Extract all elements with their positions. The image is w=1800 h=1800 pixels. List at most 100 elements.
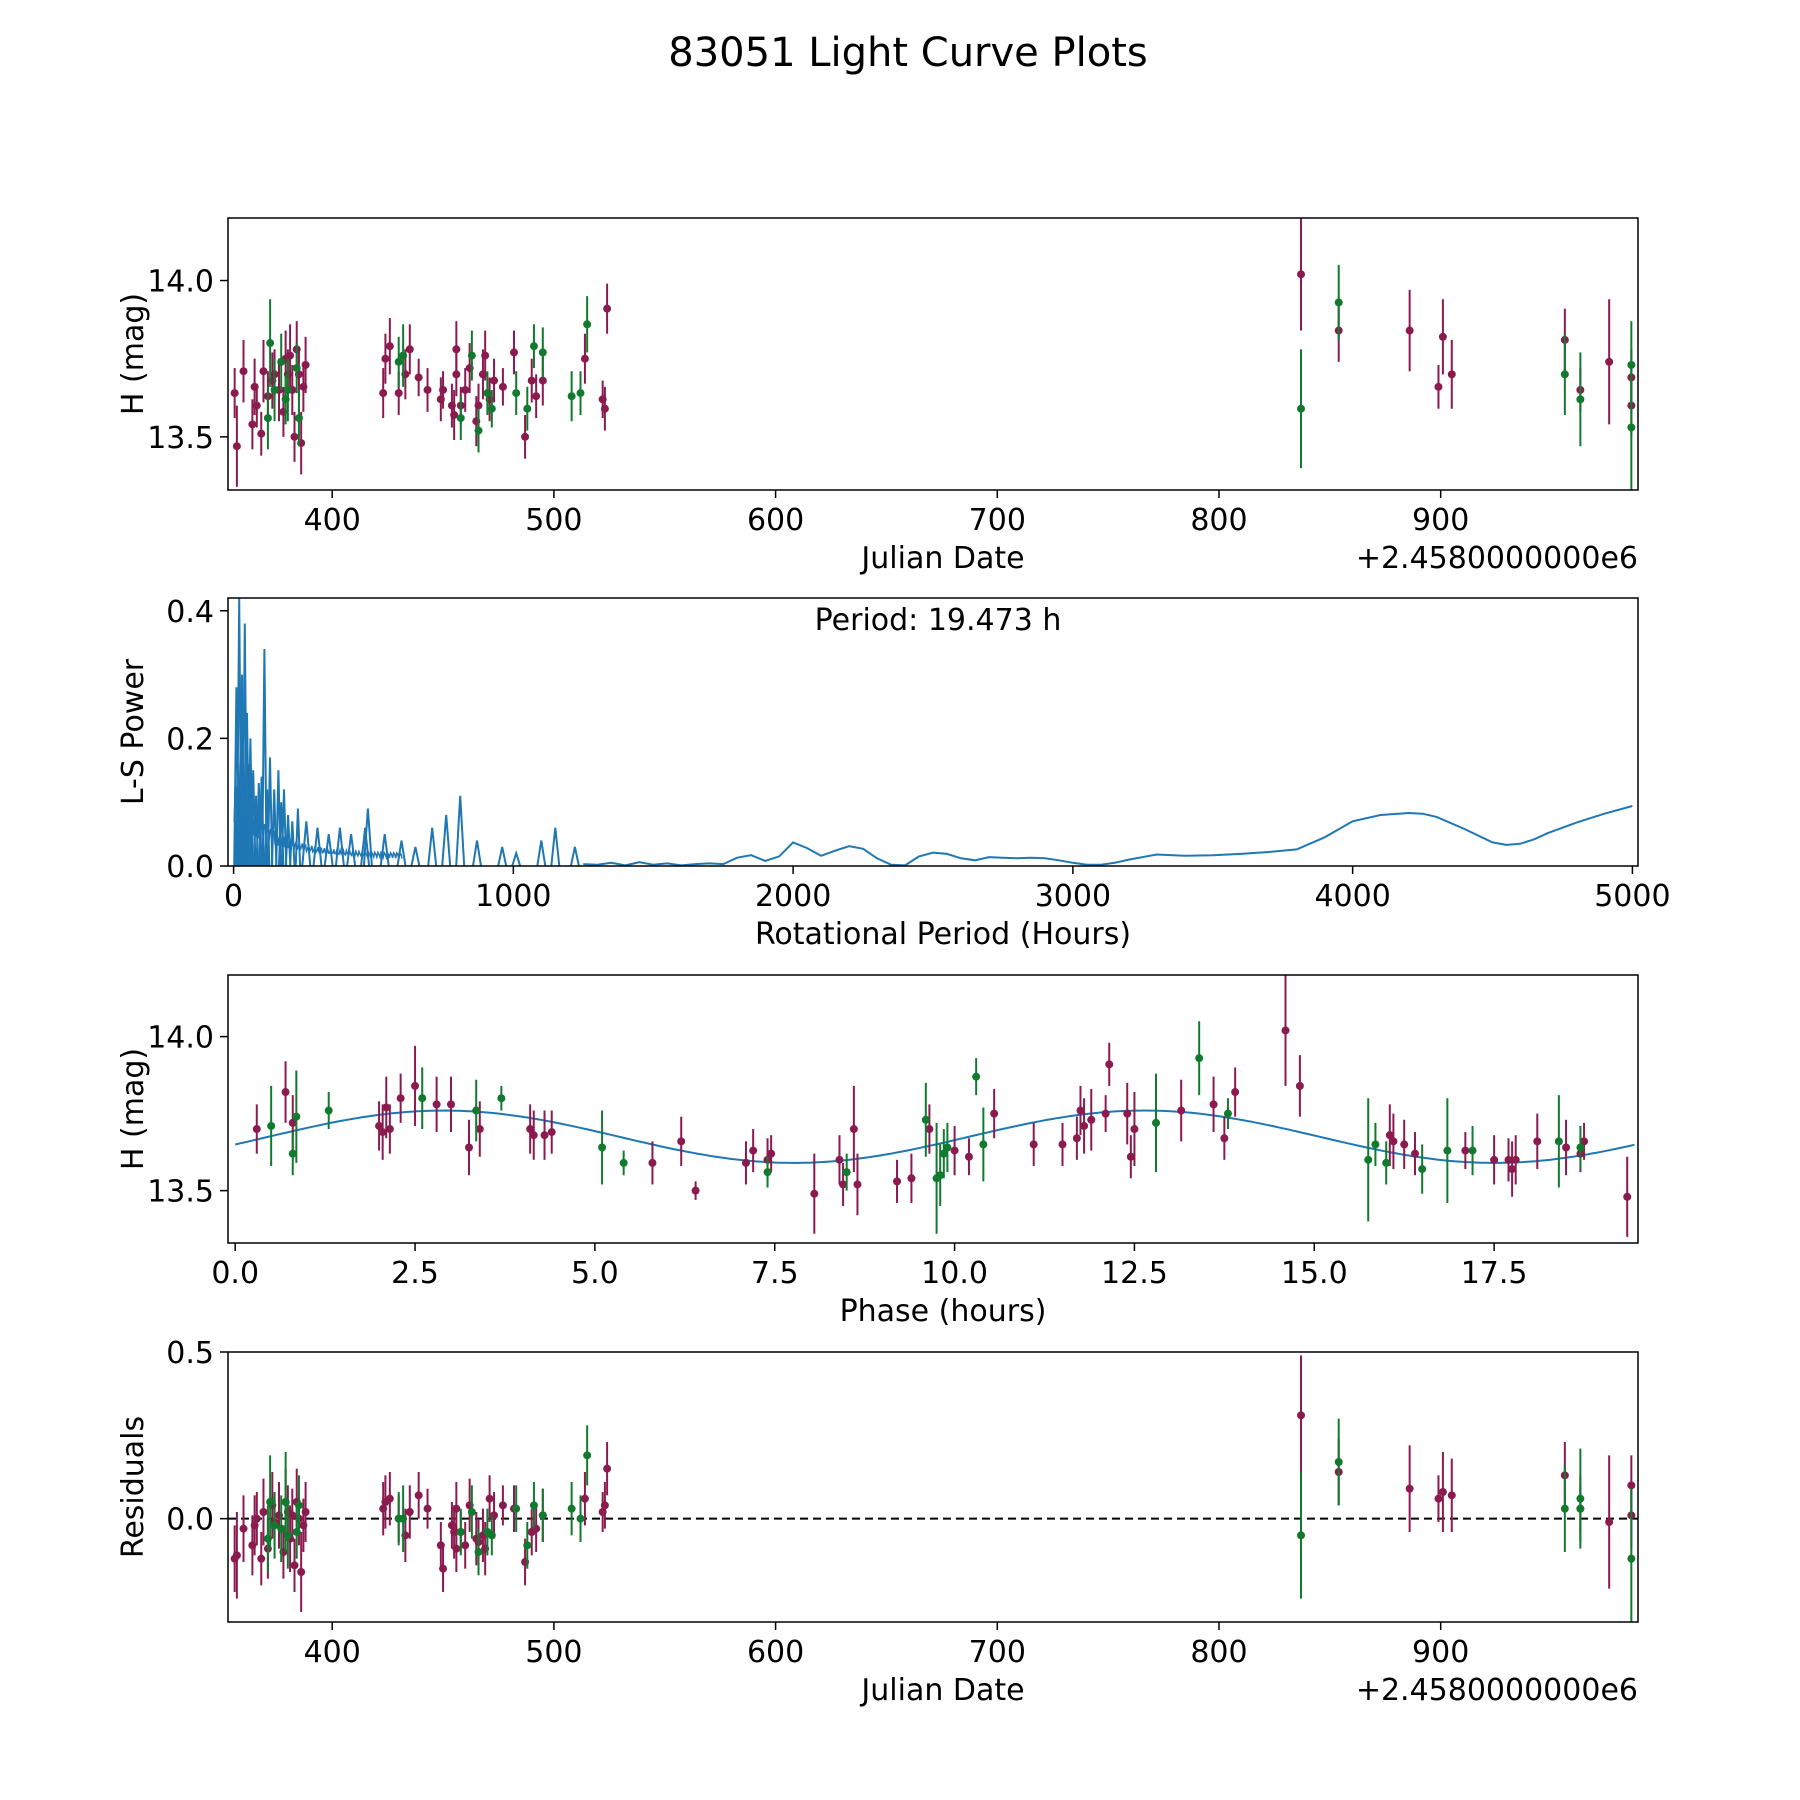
y-axis-label: L-S Power [116, 658, 151, 805]
data-point [580, 1494, 589, 1503]
data-point [1152, 1118, 1161, 1127]
y-tick-label: 13.5 [147, 421, 214, 456]
data-point [538, 1511, 547, 1520]
data-point [487, 404, 496, 413]
x-tick-label: 500 [525, 503, 582, 538]
periodogram-peak [441, 814, 452, 866]
data-point [1195, 1054, 1204, 1063]
data-point [461, 385, 470, 394]
data-point [464, 1143, 473, 1152]
x-tick-label: 4000 [1314, 879, 1390, 914]
data-point [290, 432, 299, 441]
data-point [232, 1551, 241, 1560]
data-point [439, 385, 448, 394]
data-point [512, 389, 521, 398]
data-point [1334, 298, 1343, 307]
x-tick-label: 17.5 [1461, 1256, 1528, 1291]
phased-axes-frame [227, 974, 1639, 1244]
data-point [1434, 382, 1443, 391]
periodogram-peak [536, 840, 547, 866]
data-point [1447, 370, 1456, 379]
data-point [267, 1121, 276, 1130]
data-point [394, 389, 403, 398]
data-point [450, 410, 459, 419]
data-point [1554, 1137, 1563, 1146]
data-point [239, 367, 248, 376]
data-point [270, 1521, 279, 1530]
data-point [1231, 1088, 1240, 1097]
data-point [232, 442, 241, 451]
data-point [583, 320, 592, 329]
data-point [583, 1451, 592, 1460]
data-point [418, 1094, 427, 1103]
data-point [252, 1514, 261, 1523]
data-point [385, 1125, 394, 1134]
x-tick-label: 12.5 [1101, 1256, 1168, 1291]
x-tick-label: 900 [1412, 1635, 1469, 1670]
data-point [456, 1528, 465, 1536]
x-tick-label: 3000 [1035, 879, 1111, 914]
data-point [452, 370, 461, 379]
data-point [979, 1140, 988, 1149]
data-point [1443, 1146, 1452, 1155]
data-point [648, 1158, 657, 1167]
data-point [1605, 1518, 1614, 1526]
data-point [290, 1561, 299, 1570]
y-axis-label: H (mag) [116, 293, 151, 415]
data-point [1029, 1140, 1038, 1149]
data-point [1560, 370, 1569, 379]
data-point [286, 351, 295, 360]
data-point [490, 376, 499, 385]
data-point [259, 1508, 268, 1516]
data-point [509, 348, 518, 357]
periodogram-peak [455, 795, 466, 866]
data-point [498, 1501, 507, 1510]
data-point [538, 376, 547, 385]
lightcurve-panel: 400 500 600 700 800 900 13.5 14.0 Julian Date H (… [116, 217, 1639, 576]
data-point [972, 1072, 981, 1081]
periodogram-line [583, 805, 1633, 866]
data-point [301, 360, 310, 369]
periodogram-peak [569, 846, 580, 866]
data-point [283, 1531, 292, 1540]
x-tick-label: 15.0 [1281, 1256, 1348, 1291]
data-point [297, 1568, 306, 1576]
data-point [456, 414, 465, 423]
data-point [423, 385, 432, 394]
data-point [600, 1501, 609, 1510]
phased-panel: 0.0 2.5 5.0 7.5 10.0 12.5 15.0 17.5 13.5 14.0 Phas… [116, 974, 1639, 1329]
x-axis-label: Phase (hours) [840, 1294, 1047, 1329]
x-tick-label: 0 [224, 879, 243, 914]
data-point [292, 1112, 301, 1121]
data-point [423, 1504, 432, 1513]
data-point [523, 404, 532, 413]
x-tick-label: 500 [525, 1635, 582, 1670]
x-tick-label: 5000 [1594, 879, 1670, 914]
data-point [467, 351, 476, 360]
periodogram-data [233, 598, 1633, 866]
data-point [1580, 1137, 1589, 1146]
periodogram-peak [312, 827, 323, 866]
data-point [853, 1180, 862, 1189]
y-tick-label: 0.4 [166, 595, 214, 630]
data-point [1072, 1134, 1081, 1143]
x-tick-label: 0.0 [211, 1256, 259, 1291]
data-point [1080, 1121, 1089, 1130]
x-offset-label: +2.4580000000e6 [1356, 541, 1638, 576]
data-point [1627, 423, 1636, 432]
data-point [1627, 1554, 1636, 1563]
data-point [1447, 1491, 1456, 1500]
x-tick-label: 400 [304, 1635, 361, 1670]
x-axis-label: Julian Date [859, 541, 1024, 576]
x-tick-label: 1000 [475, 879, 551, 914]
data-point [474, 401, 483, 410]
x-tick-label: 5.0 [571, 1256, 619, 1291]
data-point [1605, 357, 1614, 366]
data-point [394, 357, 403, 366]
data-point [294, 414, 303, 423]
data-point [839, 1180, 848, 1189]
data-point [1410, 1149, 1419, 1158]
data-point [324, 1106, 333, 1115]
data-point [399, 351, 408, 360]
periodogram-panel: 0 1000 2000 3000 4000 5000 0.0 0.2 0.4 Rotational… [116, 595, 1671, 952]
